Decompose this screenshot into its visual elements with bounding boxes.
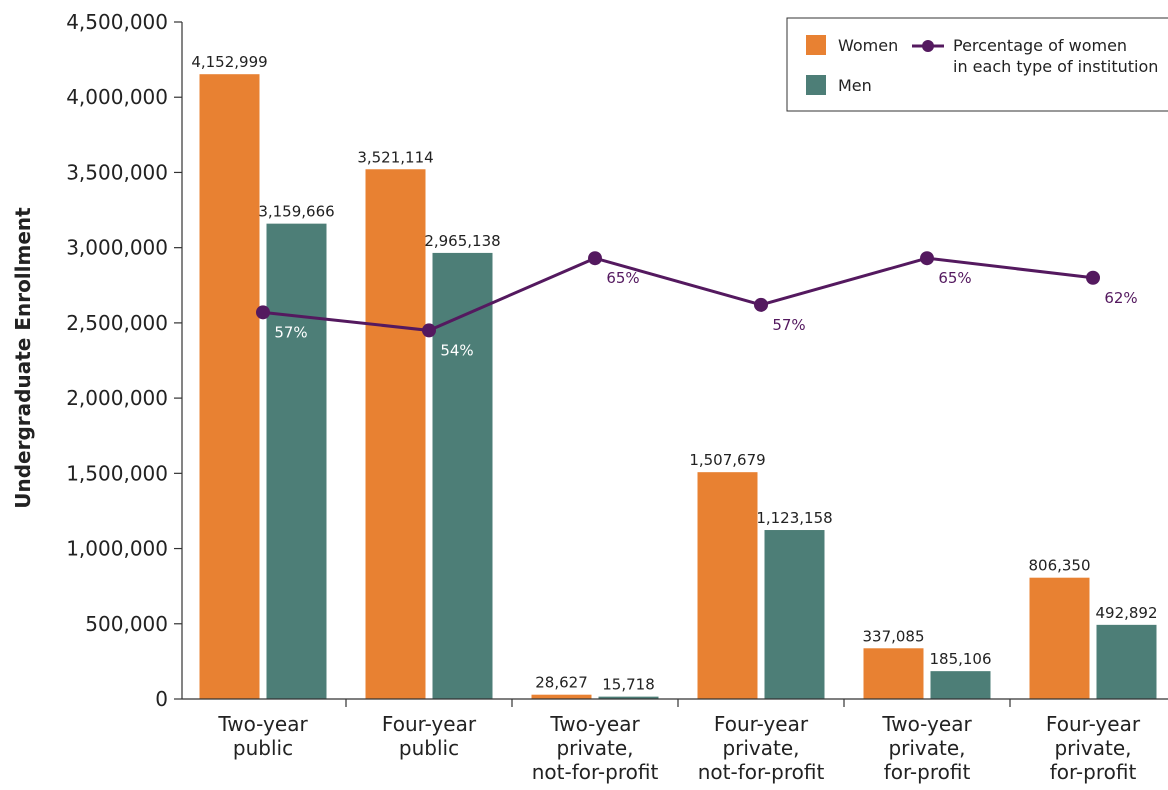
percentage-label: 65% — [938, 269, 971, 287]
women-bar — [697, 472, 758, 699]
legend-percentage-label-line1: Percentage of women — [953, 36, 1127, 55]
women-bar-value-label: 28,627 — [535, 674, 588, 692]
percentage-line-layer: 57% 54% 65% 57% 65% 62% — [256, 251, 1138, 359]
percentage-point — [588, 251, 602, 266]
x-category-label: Two-year — [217, 712, 308, 736]
y-tick-label: 3,500,000 — [66, 160, 168, 184]
percentage-point — [754, 297, 768, 312]
men-bar-value-label: 185,106 — [929, 650, 991, 668]
women-bar — [863, 648, 924, 699]
x-category-label: private, — [722, 736, 799, 760]
women-bar — [199, 74, 260, 700]
legend-percentage-marker — [922, 40, 934, 52]
men-bar-value-label: 492,892 — [1095, 604, 1157, 622]
x-category-label: for-profit — [884, 760, 971, 784]
bars: 4,152,999 3,159,666 3,521,114 2,965,138 28,6… — [191, 53, 1158, 700]
y-tick-label: 1,500,000 — [66, 461, 168, 485]
women-bar — [1029, 577, 1090, 699]
y-tick-label: 2,500,000 — [66, 311, 168, 335]
percentage-label: 57% — [274, 323, 307, 341]
women-bar-value-label: 337,085 — [862, 627, 924, 645]
women-bar — [365, 169, 426, 700]
percentage-point — [1086, 270, 1100, 285]
percentage-label: 57% — [772, 316, 805, 334]
x-category-label: not-for-profit — [698, 760, 825, 784]
men-bar — [432, 252, 493, 700]
percentage-label: 62% — [1104, 289, 1137, 307]
x-category-label: Two-year — [549, 712, 640, 736]
men-bar-value-label: 2,965,138 — [424, 232, 500, 250]
women-bar-value-label: 3,521,114 — [357, 148, 433, 166]
y-tick-label: 4,500,000 — [66, 10, 168, 34]
legend-men-swatch — [806, 75, 826, 95]
percentage-point — [422, 323, 436, 338]
legend-women-label: Women — [838, 36, 898, 55]
men-bar — [598, 696, 659, 699]
women-bar-value-label: 4,152,999 — [191, 53, 267, 71]
x-category-label: Four-year — [1046, 712, 1141, 736]
men-bar-value-label: 1,123,158 — [756, 509, 832, 527]
y-tick-label: 3,000,000 — [66, 236, 168, 260]
percentage-point — [256, 305, 270, 320]
x-category-label: for-profit — [1050, 760, 1137, 784]
y-tick-label: 2,000,000 — [66, 386, 168, 410]
legend-box — [786, 17, 1168, 112]
y-axis-label: Undergraduate Enrollment — [11, 207, 35, 509]
percentage-label: 54% — [440, 341, 473, 359]
men-bar — [764, 530, 825, 699]
x-category-label: public — [399, 736, 459, 760]
y-tick-label: 4,000,000 — [66, 85, 168, 109]
men-bar-value-label: 15,718 — [602, 676, 655, 694]
y-tick-label: 1,000,000 — [66, 537, 168, 561]
x-axis: Two-yearpublicFour-yearpublicTwo-yearpri… — [182, 698, 1168, 784]
percentage-label: 65% — [606, 269, 639, 287]
women-bar-value-label: 1,507,679 — [689, 451, 765, 469]
percentage-line — [262, 256, 1094, 332]
y-axis: 0 500,000 1,000,000 1,500,000 2,000,000 2,500… — [66, 10, 183, 711]
men-bar — [930, 671, 991, 699]
x-category-label: private, — [888, 736, 965, 760]
legend-percentage-label-line2: in each type of institution — [953, 57, 1158, 76]
legend-men-label: Men — [838, 76, 872, 95]
x-category-label: public — [233, 736, 293, 760]
x-category-label: Four-year — [714, 712, 809, 736]
x-category-label: private, — [556, 736, 633, 760]
men-bar-value-label: 3,159,666 — [258, 203, 334, 221]
legend-women-swatch — [806, 35, 826, 55]
x-category-label: Two-year — [881, 712, 972, 736]
men-bar — [266, 223, 327, 699]
women-bar — [531, 694, 592, 699]
x-category-label: not-for-profit — [532, 760, 659, 784]
men-bar — [1096, 624, 1157, 699]
x-category-label: private, — [1054, 736, 1131, 760]
women-bar-value-label: 806,350 — [1028, 557, 1090, 575]
x-category-label: Four-year — [382, 712, 477, 736]
y-tick-label: 500,000 — [85, 612, 168, 636]
y-tick-label: 0 — [155, 687, 168, 711]
percentage-point — [920, 251, 934, 266]
legend: Women Men Percentage of women in each ty… — [786, 17, 1168, 112]
